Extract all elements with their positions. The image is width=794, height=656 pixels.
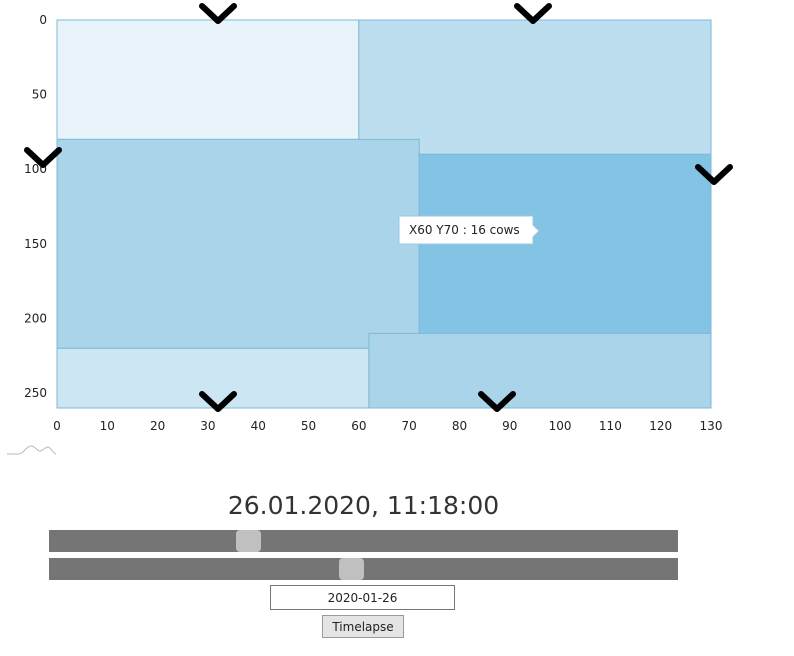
x-tick-label: 90: [502, 419, 517, 433]
tooltip-text: X60 Y70 : 16 cows: [409, 223, 520, 237]
date-input[interactable]: [270, 585, 455, 610]
y-tick-label: 50: [32, 88, 47, 102]
heatmap-cell-4[interactable]: [56, 347, 370, 409]
y-tick-label: 0: [39, 13, 47, 27]
heatmap-cell-0[interactable]: [56, 19, 360, 140]
x-tick-label: 50: [301, 419, 316, 433]
chevron-down-icon[interactable]: [199, 3, 237, 24]
tooltip-box: [398, 215, 540, 245]
x-tick-label: 80: [452, 419, 467, 433]
time-slider-top[interactable]: [49, 530, 678, 552]
chevron-down-icon[interactable]: [695, 164, 733, 185]
x-tick-label: 0: [53, 419, 61, 433]
x-tick-label: 60: [351, 419, 366, 433]
heatmap-cells: [56, 19, 712, 409]
chevron-down-icon[interactable]: [478, 391, 516, 412]
timelapse-button[interactable]: Timelapse: [322, 615, 404, 638]
slider-thumb[interactable]: [236, 530, 262, 552]
heatmap-cell-5[interactable]: [368, 332, 712, 409]
y-tick-label: 250: [24, 386, 47, 400]
chart-axes: 0 10 20 30 40 50 60 70 80 90 100 110 120 130050100150…: [24, 13, 722, 433]
heatmap-chart: 0 10 20 30 40 50 60 70 80 90 100 110 120 130050100150…: [7, 3, 733, 455]
x-tick-label: 70: [402, 419, 417, 433]
x-tick-label: 120: [649, 419, 672, 433]
chevron-down-icon[interactable]: [514, 3, 552, 24]
x-tick-label: 130: [700, 419, 723, 433]
x-tick-label: 40: [251, 419, 266, 433]
y-tick-label: 200: [24, 311, 47, 325]
x-tick-label: 20: [150, 419, 165, 433]
heatmap-cell-2[interactable]: [56, 138, 420, 349]
x-tick-label: 30: [200, 419, 215, 433]
sparkline-icon: [7, 445, 57, 455]
x-tick-label: 110: [599, 419, 622, 433]
datetime-display: 26.01.2020, 11:18:00: [227, 491, 500, 520]
chevron-down-icon[interactable]: [199, 391, 237, 412]
x-tick-label: 10: [100, 419, 115, 433]
x-tick-label: 100: [549, 419, 572, 433]
time-slider-bottom[interactable]: [49, 558, 678, 580]
heatmap-cell-1[interactable]: [358, 19, 712, 155]
tooltip: X60 Y70 : 16 cows: [398, 215, 540, 245]
y-tick-label: 150: [24, 237, 47, 251]
slider-thumb[interactable]: [338, 558, 364, 580]
chevron-icons: [24, 3, 733, 412]
chevron-down-icon[interactable]: [24, 147, 62, 168]
